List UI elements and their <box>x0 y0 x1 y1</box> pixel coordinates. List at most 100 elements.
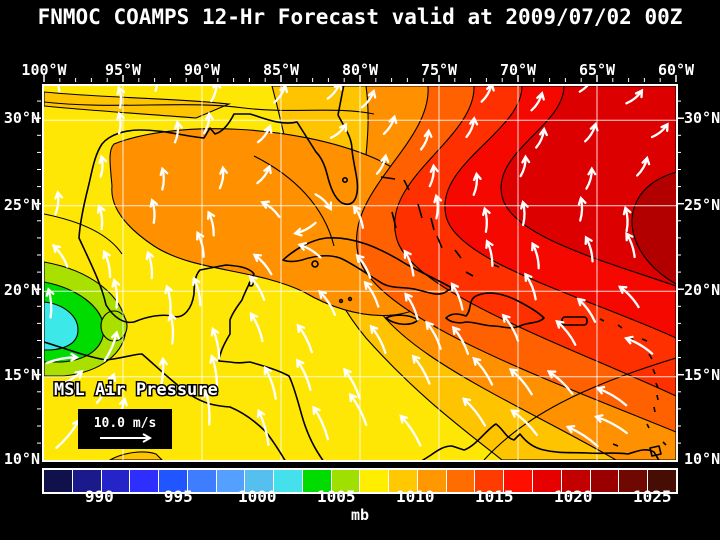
lat-label-left-10n: 10°N <box>3 450 40 468</box>
wind-arrow-icon <box>102 249 112 279</box>
wind-arrow-icon <box>326 86 343 100</box>
colorbar-cell <box>647 470 676 492</box>
wind-arrow-icon <box>625 88 644 105</box>
colorbar-cell <box>273 470 302 492</box>
colorbar-cells <box>44 470 676 492</box>
wind-arrow-icon <box>531 241 540 270</box>
field-label: MSL Air Pressure <box>54 380 218 400</box>
wind-arrow-icon <box>451 325 470 356</box>
wind-arrow-icon <box>595 385 628 407</box>
wind-scale-arrow-icon <box>100 433 153 443</box>
colorbar-cell <box>445 470 475 492</box>
colorbar-cell <box>503 470 533 492</box>
wind-scale-label: 10.0 m/s <box>94 416 157 431</box>
lon-label-60w: 60°W <box>657 61 695 79</box>
wind-arrow-icon <box>252 253 273 276</box>
wind-arrow-icon <box>149 198 159 224</box>
colorbar-cell <box>532 470 561 492</box>
wind-arrow-icon <box>256 124 273 144</box>
colorbar-cell <box>301 470 331 492</box>
colorbar-cell <box>186 470 216 492</box>
wind-arrow-icon <box>519 154 531 178</box>
lat-label-left-15n: 15°N <box>3 366 40 384</box>
wind-arrow-icon <box>419 128 433 151</box>
wind-arrow-icon <box>623 335 654 355</box>
wind-arrow-icon <box>116 111 125 135</box>
colorbar-cell <box>388 470 417 492</box>
colorbar-tick-label: 990 <box>84 487 114 506</box>
wind-arrow-icon <box>482 206 491 233</box>
wind-arrow-icon <box>480 86 495 103</box>
wind-arrow-icon <box>98 154 108 178</box>
wind-arrow-icon <box>472 171 482 196</box>
wind-arrow-icon <box>260 200 281 218</box>
graticule-layer <box>44 86 676 460</box>
wind-arrow-icon <box>577 195 587 222</box>
colorbar-cell <box>416 470 446 492</box>
wind-arrow-icon <box>555 319 577 346</box>
wind-arrow-icon <box>249 312 264 343</box>
wind-arrow-icon <box>45 287 55 319</box>
wind-arrow-icon <box>428 163 439 188</box>
wind-arrow-icon <box>530 91 545 112</box>
wind-arrow-icon <box>318 289 337 316</box>
wind-arrow-icon <box>167 311 177 345</box>
wind-arrow-icon <box>53 369 84 389</box>
wind-arrow-icon <box>508 368 533 396</box>
map-legend-group: MSL Air Pressure 10.0 m/s <box>53 379 219 449</box>
wind-arrow-icon <box>57 86 61 93</box>
wind-arrow-icon <box>382 114 398 135</box>
wind-arrow-icon <box>465 116 479 139</box>
wind-arrow-icon <box>404 292 419 321</box>
colorbar-cell <box>244 470 274 492</box>
colorbar-tick-label: 995 <box>163 487 193 506</box>
isobar-contour-layer <box>44 101 676 460</box>
lon-label-75w: 75°W <box>420 61 458 79</box>
colorbar-tick-label: 1020 <box>554 487 593 506</box>
wind-arrow-icon <box>584 122 599 143</box>
wind-arrow-icon <box>273 86 289 104</box>
wind-arrow-icon <box>296 358 312 391</box>
wind-arrow-icon <box>617 285 640 309</box>
wind-arrow-icon <box>164 284 174 316</box>
lat-label-right-25n: 25°N <box>684 196 720 214</box>
colorbar-tick-label: 1005 <box>317 487 356 506</box>
wind-arrow-icon <box>206 210 216 237</box>
wind-arrow-icon <box>348 392 368 426</box>
lat-label-left-30n: 30°N <box>3 109 40 127</box>
wind-arrow-icon <box>450 282 464 311</box>
wind-arrow-icon <box>218 165 229 190</box>
wind-arrow-icon <box>650 122 669 139</box>
plot-title: FNMOC COAMPS 12-Hr Forecast valid at 200… <box>37 5 683 29</box>
wind-arrow-icon <box>485 239 494 268</box>
wind-arrow-icon <box>625 231 636 259</box>
wind-arrow-icon <box>535 126 548 149</box>
wind-arrow-icon <box>576 297 597 323</box>
wind-arrow-icon <box>173 120 183 144</box>
wind-arrow-icon <box>248 274 266 301</box>
wind-arrow-icon <box>210 86 222 103</box>
lat-label-right-15n: 15°N <box>684 366 720 384</box>
colorbar-cell <box>618 470 648 492</box>
wind-arrow-icon <box>363 280 380 308</box>
wind-arrow-icon <box>520 200 529 227</box>
wind-arrow-icon <box>293 221 317 237</box>
colorbar-cell <box>215 470 245 492</box>
lon-label-90w: 90°W <box>183 61 221 79</box>
lon-label-85w: 85°W <box>262 61 300 79</box>
colorbar-tick-label: 1000 <box>238 487 277 506</box>
wind-arrow-icon <box>510 409 539 437</box>
wind-arrow-icon <box>578 86 589 93</box>
wind-arrow-icon <box>210 326 221 360</box>
wind-arrow-icon <box>96 204 106 231</box>
wind-arrow-icon <box>461 397 487 427</box>
wind-arrow-icon <box>159 166 169 191</box>
wind-arrow-icon <box>636 155 651 177</box>
colorbar <box>42 468 678 494</box>
wind-arrow-icon <box>524 272 537 301</box>
colorbar-cell <box>589 470 619 492</box>
wind-arrow-icon <box>343 367 361 400</box>
wind-arrow-icon <box>411 354 431 385</box>
colorbar-cell <box>474 470 504 492</box>
